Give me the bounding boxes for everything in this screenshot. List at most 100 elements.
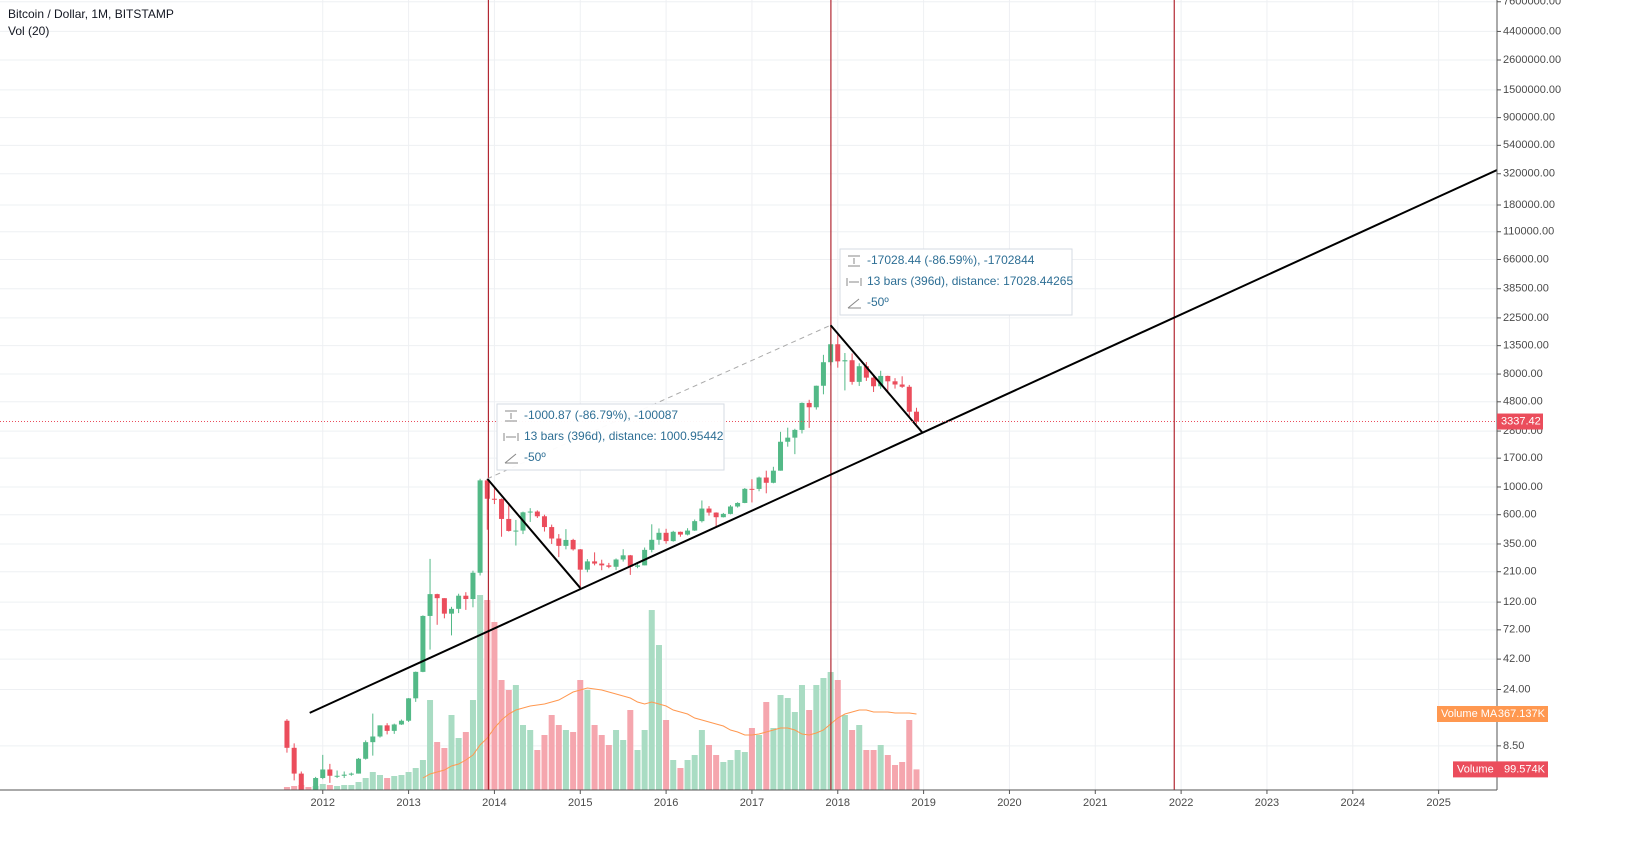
volume-bar [720, 762, 727, 790]
volume-bar [355, 782, 362, 790]
candle-body [770, 470, 776, 483]
candle-body [756, 477, 762, 489]
candle-body [613, 559, 619, 567]
volume-bar [398, 775, 405, 790]
candle-body [599, 563, 605, 566]
trend-line [309, 169, 1497, 714]
candle-body [713, 512, 719, 518]
volume-bar [469, 700, 476, 790]
volume-bar [899, 762, 906, 790]
candle-body [313, 778, 319, 790]
x-tick-label: 2013 [396, 797, 420, 809]
x-tick-label: 2023 [1255, 797, 1279, 809]
measurement-box [496, 403, 725, 471]
candle-body [577, 549, 583, 570]
last-price-box [1497, 413, 1543, 430]
measurement-box [839, 248, 1073, 316]
y-tick-label: 900000.00 [1503, 112, 1555, 124]
x-tick-label: 2018 [826, 797, 850, 809]
volume-bar [427, 700, 434, 790]
candle-body [735, 502, 741, 507]
volume-bar [305, 787, 312, 790]
candle-body [441, 598, 447, 614]
volume-bar [462, 732, 469, 790]
volume-bar [369, 772, 376, 790]
volume-bar [555, 725, 562, 790]
y-tick-label: 42.00 [1503, 653, 1531, 665]
candle-body [842, 360, 848, 362]
candle-body [563, 539, 569, 546]
volume-bar [527, 730, 534, 790]
y-tick-label: 24.00 [1503, 683, 1531, 695]
volume-bar [391, 776, 398, 790]
volume-label-value: 99.574K [1504, 763, 1546, 775]
volume-label-name: Volume [1457, 763, 1494, 775]
candle-body [456, 595, 462, 609]
candle-body [320, 769, 326, 779]
candle-body [334, 775, 340, 777]
volume-bar [770, 728, 777, 790]
volume-bar [756, 735, 763, 790]
y-tick-label: 180000.00 [1503, 199, 1555, 211]
volume-bar [634, 750, 641, 790]
candle-body [413, 671, 419, 699]
candle-body [627, 555, 633, 567]
volume-bar [734, 750, 741, 790]
candle-body [484, 480, 490, 499]
volume-bar [512, 685, 519, 790]
volume-label-value: 367.137K [1498, 708, 1546, 720]
volume-bar [505, 690, 512, 790]
candle-body [427, 594, 433, 616]
candle-body [606, 565, 612, 567]
measurement-icon [848, 255, 860, 267]
volume-bar [684, 760, 691, 790]
x-tick-label: 2025 [1426, 797, 1450, 809]
candle-body [298, 773, 304, 790]
candle-body [620, 555, 626, 560]
volume-bar [841, 715, 848, 790]
volume-bar [484, 600, 491, 790]
candle-body [806, 402, 812, 408]
volume-bar [498, 680, 505, 790]
volume-bar [863, 750, 870, 790]
y-tick-label: 1000.00 [1503, 481, 1543, 493]
candle-body [470, 572, 476, 600]
x-tick-label: 2022 [1169, 797, 1193, 809]
volume-bar [577, 680, 584, 790]
candle-body [284, 720, 290, 748]
candle-body [913, 411, 919, 422]
volume-bar [713, 755, 720, 790]
volume-bar [477, 595, 484, 790]
y-tick-label: 350.00 [1503, 538, 1537, 550]
volume-bar [283, 787, 290, 790]
volume-bar [834, 680, 841, 790]
x-tick-label: 2014 [482, 797, 506, 809]
candle-body [592, 561, 598, 564]
volume-bar [362, 778, 369, 790]
candle-body [663, 532, 669, 542]
candle-body [549, 527, 555, 539]
y-tick-label: 1700.00 [1503, 452, 1543, 464]
candle-body [749, 488, 755, 490]
candle-body [742, 488, 748, 503]
candle-body [720, 513, 726, 518]
measurement-text: -1000.87 (-86.79%), -100087 [524, 408, 678, 422]
y-tick-label: 540000.00 [1503, 139, 1555, 151]
measurement-icon [503, 433, 519, 441]
candle-body [792, 429, 798, 438]
volume-bar [648, 610, 655, 790]
volume-bar [412, 768, 419, 790]
volume-bar [562, 730, 569, 790]
volume-bar [870, 750, 877, 790]
candle-body [649, 539, 655, 550]
candle-body [363, 742, 369, 759]
candle-body [778, 441, 784, 471]
volume-bar [884, 755, 891, 790]
candle-body [785, 437, 791, 442]
y-tick-label: 600.00 [1503, 509, 1537, 521]
candle-body [391, 724, 397, 731]
trend-line [829, 324, 924, 434]
volume-bar [377, 775, 384, 790]
volume-bar [741, 752, 748, 790]
